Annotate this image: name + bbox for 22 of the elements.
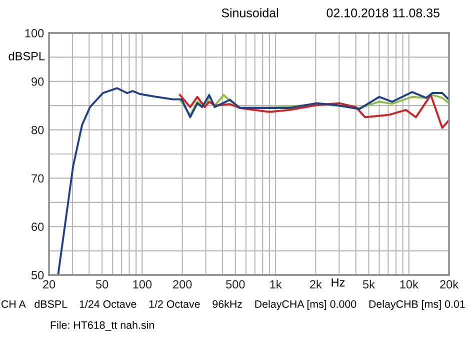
y-tick-label: 60 [32, 222, 44, 231]
x-tick-label: 100 [133, 280, 152, 289]
x-tick-label: 20k [440, 280, 459, 289]
y-tick-label: 50 [31, 271, 44, 280]
text: CH A dBSPL 1/24 Octave 1/2 Octave 96kHz DelayCHA [ms] 0.000 DelayCHB [ms] 0.01 [1, 300, 465, 310]
y-axis-title: dBSPL [8, 52, 45, 60]
y-tick-label: 70 [32, 174, 44, 183]
x-tick-label: 500 [226, 280, 245, 289]
x-tick-label: 50 [96, 280, 108, 289]
x-tick-label: 200 [173, 280, 192, 289]
chart-title: Sinusoidal [222, 8, 278, 18]
x-tick-label: 5k [362, 280, 375, 289]
y-tick-label: 90 [32, 77, 44, 86]
x-axis-title: Hz [332, 278, 345, 286]
x-tick-label: 1k [270, 280, 282, 288]
y-tick-label: 100 [25, 29, 44, 38]
y-tick-label: 80 [32, 126, 44, 134]
x-tick-label: 2k [310, 280, 322, 288]
text: File: HT618_tt nah.sin [50, 321, 154, 331]
x-tick-label: 10k [400, 280, 418, 289]
x-tick-label: 20 [43, 280, 56, 289]
chart-subtitle: 02.10.2018 11.08.35 [326, 8, 440, 18]
